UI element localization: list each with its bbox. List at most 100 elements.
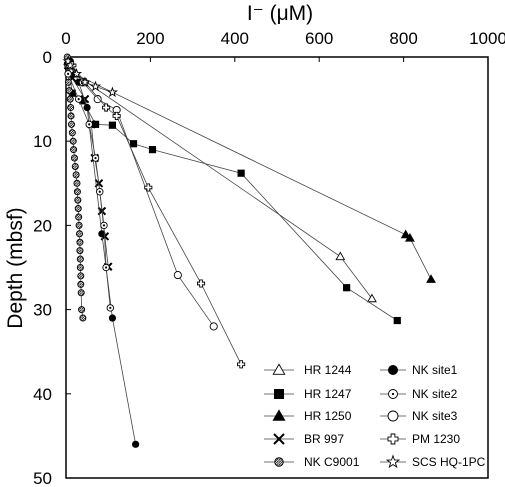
x-axis-ticks: 0 200 400 600 800 1000: [61, 29, 505, 62]
data-point: [426, 274, 436, 283]
legend-label: NK site3: [412, 409, 458, 423]
data-point: [67, 120, 75, 128]
y-tick-label: 30: [33, 301, 52, 320]
data-point: [209, 322, 218, 331]
data-point: [67, 104, 75, 112]
legend-label: PM 1230: [412, 432, 460, 446]
data-point: [91, 154, 100, 162]
series-line: [69, 61, 137, 445]
data-point: [393, 316, 401, 325]
x-tick-label: 200: [136, 29, 164, 48]
data-point: [69, 137, 77, 145]
legend-label: NK C9001: [304, 455, 360, 469]
legend-marker: [272, 409, 286, 421]
y-axis-title: Depth (mbsf): [4, 207, 27, 328]
legend-item: NK C9001: [264, 455, 360, 469]
data-point: [66, 95, 74, 103]
legend-marker: [387, 433, 399, 445]
plot-area: [65, 56, 489, 479]
legend-marker: [273, 433, 285, 445]
data-point: [74, 196, 82, 204]
series-layer: [62, 53, 436, 448]
legend-marker: [274, 457, 284, 467]
data-point: [71, 162, 79, 170]
series-nk-site2: [64, 70, 114, 312]
data-point: [64, 70, 72, 78]
legend-label: BR 997: [304, 432, 344, 446]
data-point: [100, 221, 108, 230]
data-point: [77, 280, 85, 288]
series-nk-c9001: [63, 53, 87, 322]
legend-marker: [388, 389, 398, 399]
legend-item: HR 1244: [264, 363, 352, 377]
data-point: [89, 80, 102, 92]
data-point: [335, 251, 346, 261]
y-tick-label: 10: [33, 132, 52, 151]
legend: HR 1244 HR 1247 HR 1250 BR 997 NK C9001 NK si…: [264, 363, 486, 469]
data-point: [106, 86, 119, 98]
legend-label: NK site1: [412, 363, 458, 377]
legend-item: HR 1247: [264, 387, 352, 401]
legend-marker: [385, 454, 401, 469]
legend-label: HR 1244: [304, 363, 352, 377]
data-point: [108, 121, 117, 129]
data-point: [70, 146, 78, 154]
data-point: [112, 111, 121, 120]
y-tick-label: 50: [33, 469, 52, 487]
data-point: [73, 188, 81, 196]
data-point: [237, 169, 245, 177]
data-point: [76, 255, 84, 263]
data-point: [76, 238, 84, 246]
legend-item: NK site1: [380, 363, 458, 377]
data-point: [64, 59, 76, 71]
legend-item: SCS HQ-1PC: [380, 454, 486, 469]
data-point: [85, 120, 93, 129]
data-point: [67, 112, 75, 120]
data-point: [343, 284, 351, 292]
data-point: [68, 89, 76, 97]
legend-label: HR 1250: [304, 409, 352, 423]
data-point: [79, 76, 91, 88]
data-point: [70, 67, 83, 79]
data-point: [405, 232, 415, 242]
data-point: [77, 289, 85, 297]
data-point: [80, 94, 90, 104]
legend-marker: [272, 363, 286, 375]
x-tick-label: 600: [305, 29, 333, 48]
data-point: [70, 154, 78, 162]
legend-label: NK site2: [412, 387, 458, 401]
data-point: [72, 171, 80, 179]
data-point: [132, 440, 140, 448]
legend-marker: [274, 389, 284, 399]
data-point: [102, 103, 111, 112]
legend-item: BR 997: [264, 432, 344, 446]
y-tick-label: 40: [33, 385, 52, 404]
legend-item: NK site3: [380, 409, 458, 423]
data-point: [74, 205, 82, 213]
data-point: [96, 188, 104, 196]
legend-label: SCS HQ-1PC: [412, 455, 486, 469]
data-point: [237, 360, 246, 369]
data-point: [129, 140, 138, 148]
data-point: [76, 247, 84, 255]
data-point: [106, 304, 114, 312]
x-tick-label: 800: [389, 29, 417, 48]
data-point: [76, 263, 84, 272]
data-point: [65, 87, 73, 95]
data-point: [73, 179, 81, 187]
legend-marker: [387, 410, 399, 422]
data-point: [173, 271, 182, 280]
y-axis-ticks: 0 10 20 30 40 50: [33, 48, 71, 487]
data-point: [79, 314, 87, 322]
data-point: [75, 213, 83, 221]
data-point: [400, 229, 411, 239]
data-point: [98, 230, 106, 238]
series-line: [67, 73, 111, 308]
data-point: [62, 55, 74, 66]
x-tick-label: 1000: [469, 29, 505, 48]
x-axis-title: I⁻ (μM): [247, 2, 313, 25]
data-point: [102, 263, 110, 272]
x-tick-label: 400: [221, 29, 249, 48]
data-point: [108, 314, 117, 322]
